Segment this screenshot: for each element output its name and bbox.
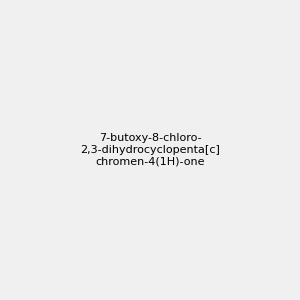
Text: 7-butoxy-8-chloro-
2,3-dihydrocyclopenta[c]
chromen-4(1H)-one: 7-butoxy-8-chloro- 2,3-dihydrocyclopenta… (80, 134, 220, 166)
